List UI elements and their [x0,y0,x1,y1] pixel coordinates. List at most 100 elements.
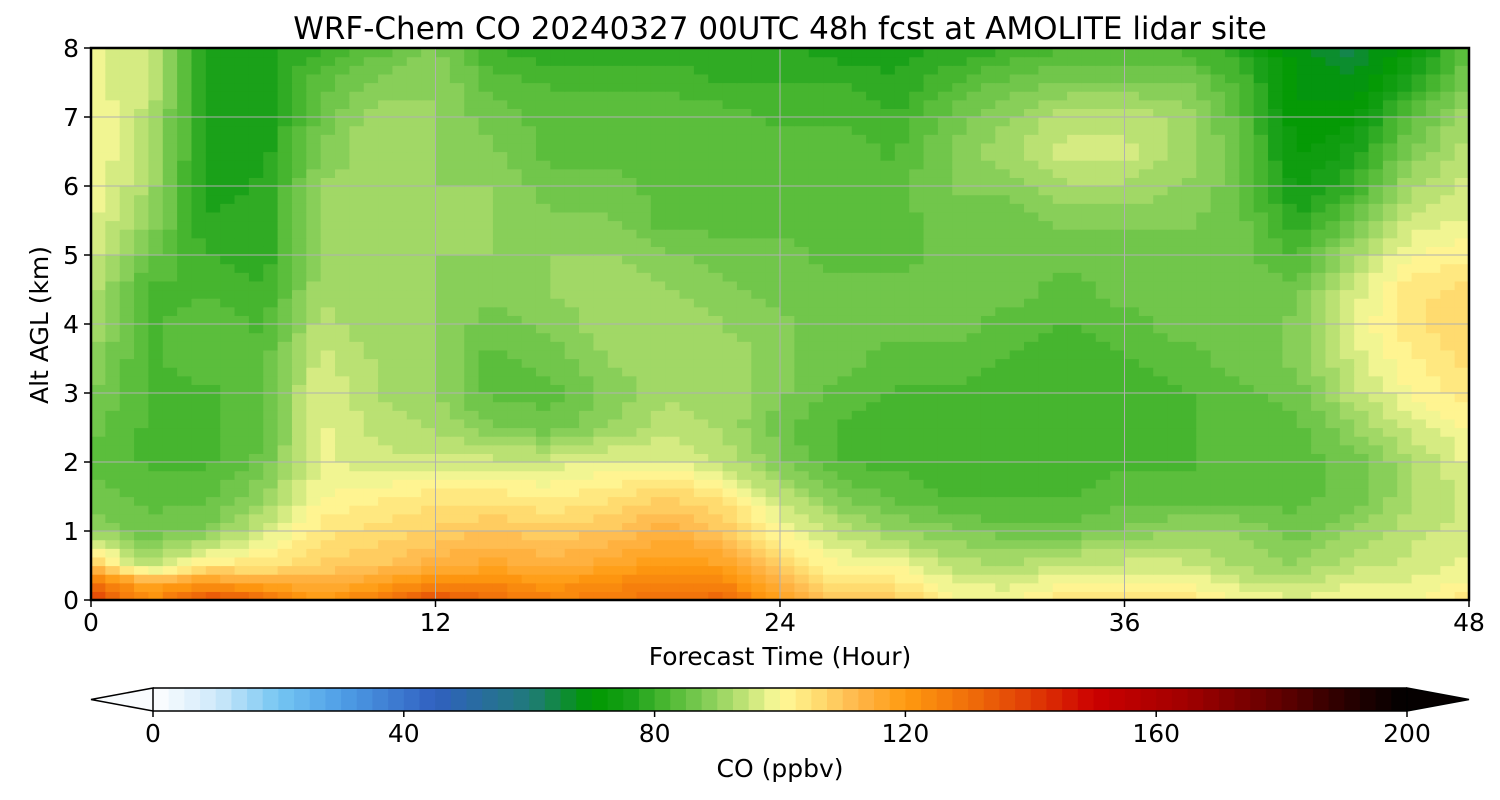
heatmap-cell [607,384,623,394]
heatmap-cell [421,151,437,161]
heatmap-cell [1224,203,1240,213]
heatmap-cell [306,272,322,282]
heatmap-cell [1282,393,1298,403]
heatmap-cell [722,418,738,429]
heatmap-cell [665,496,681,506]
heatmap-cell [1382,263,1398,273]
heatmap-cell [894,410,910,420]
heatmap-cell [866,513,882,523]
heatmap-cell [535,160,551,170]
heatmap-cell [1440,393,1456,403]
heatmap-cell [378,479,394,489]
heatmap-cell [1354,522,1370,532]
heatmap-cell [105,306,121,316]
heatmap-cell [406,151,422,161]
heatmap-cell [363,280,379,291]
heatmap-cell [837,453,853,463]
heatmap-cell [248,255,264,265]
heatmap-cell [1167,496,1183,506]
heatmap-cell [722,177,738,187]
heatmap-cell [823,315,839,325]
heatmap-cell [665,582,681,592]
heatmap-cell [1095,358,1111,368]
heatmap-cell [851,203,867,213]
heatmap-cell [263,574,279,584]
heatmap-cell [1210,220,1226,230]
heatmap-cell [866,367,882,377]
heatmap-cell [507,522,523,532]
heatmap-cell [708,246,724,256]
heatmap-cell [1110,444,1126,454]
heatmap-cell [909,211,925,222]
heatmap-cell [923,237,939,247]
heatmap-cell [507,237,523,247]
heatmap-cell [349,237,365,247]
heatmap-cell [579,324,594,334]
heatmap-cell [1454,341,1469,351]
heatmap-cell [894,237,910,247]
heatmap-cell [435,410,451,420]
heatmap-cell [823,436,839,446]
heatmap-cell [1425,186,1441,196]
heatmap-cell [320,358,336,368]
heatmap-cell [866,505,882,515]
heatmap-cell [1124,160,1140,170]
heatmap-cell [119,582,135,592]
heatmap-cell [134,298,150,308]
heatmap-cell [1411,349,1427,360]
heatmap-cell [636,194,652,204]
heatmap-cell [1354,280,1370,291]
heatmap-cell [952,548,968,558]
heatmap-cell [1239,349,1255,360]
heatmap-cell [980,401,996,411]
heatmap-cell [966,168,982,178]
heatmap-cell [937,255,953,265]
heatmap-cell [937,436,953,446]
heatmap-cell [708,263,724,273]
heatmap-cell [1024,531,1039,541]
heatmap-cell [148,229,164,239]
heatmap-cell [277,315,293,325]
heatmap-cell [521,582,537,592]
heatmap-cell [492,255,508,265]
heatmap-cell [1282,367,1298,377]
heatmap-cell [966,479,982,489]
heatmap-cell [880,367,896,377]
heatmap-cell [1167,487,1183,498]
heatmap-cell [1067,272,1083,282]
heatmap-cell [765,531,781,541]
heatmap-cell [1110,332,1126,342]
heatmap-cell [679,487,695,498]
heatmap-cell [406,358,422,368]
heatmap-cell [1024,479,1039,489]
heatmap-cell [952,324,968,334]
heatmap-cell [1368,289,1384,299]
heatmap-cell [1153,513,1169,523]
heatmap-cell [1425,531,1441,541]
heatmap-cell [1296,168,1312,178]
heatmap-cell [220,444,236,454]
heatmap-cell [449,177,465,187]
heatmap-cell [535,522,551,532]
heatmap-cell [1454,151,1469,161]
heatmap-cell [1382,332,1398,342]
heatmap-cell [1024,556,1039,567]
heatmap-cell [492,315,508,325]
heatmap-cell [808,436,824,446]
heatmap-cell [1339,591,1355,600]
heatmap-cell [579,591,594,600]
heatmap-cell [650,574,666,584]
heatmap-cell [1024,487,1039,498]
heatmap-cell [866,410,882,420]
heatmap-cell [1081,255,1097,265]
heatmap-cell [765,186,781,196]
heatmap-cell [1009,237,1025,247]
heatmap-cell [1024,341,1039,351]
heatmap-cell [1296,237,1312,247]
heatmap-cell [780,298,795,308]
heatmap-cell [1196,565,1212,575]
heatmap-cell [1095,177,1111,187]
heatmap-cell [808,375,824,385]
heatmap-cell [1382,565,1398,575]
